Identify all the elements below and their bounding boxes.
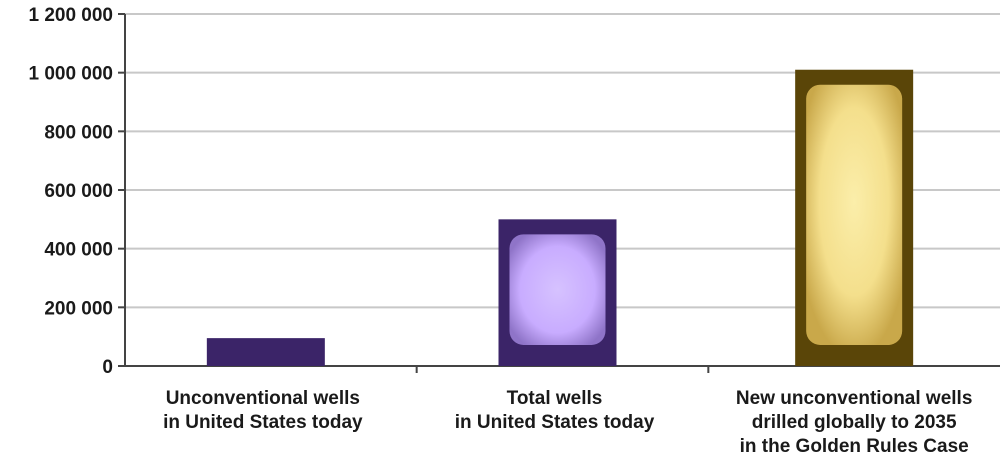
x-category-label-line: New unconventional wells — [736, 388, 973, 409]
bar — [206, 338, 325, 366]
category-labels: Unconventional wells in United States tod… — [163, 388, 972, 457]
y-tick-label: 400 000 — [44, 240, 113, 261]
y-tick-label: 800 000 — [44, 122, 113, 143]
x-category-label: Unconventional wells in United States tod… — [163, 388, 363, 433]
bar — [795, 69, 914, 366]
x-category-label-line: Total wells — [507, 388, 603, 409]
x-category-label-line: Unconventional wells — [166, 388, 360, 409]
x-category-label-line: in the Golden Rules Case — [740, 436, 969, 457]
bar-inner-fill — [806, 84, 903, 345]
bar-frame — [206, 338, 325, 366]
y-tick-label: 1 000 000 — [28, 64, 113, 85]
y-tick-label: 0 — [102, 357, 113, 378]
x-category-label-line: in United States today — [163, 412, 363, 433]
x-category-label: New unconventional wells drilled globally… — [736, 388, 973, 457]
y-tick-label: 200 000 — [44, 298, 113, 319]
y-tick-label: 1 200 000 — [28, 5, 113, 26]
y-tick-labels: 0 200 000 400 000 600 000 800 000 1 000 000 1 … — [28, 5, 113, 378]
bar — [498, 219, 617, 366]
x-category-label-line: drilled globally to 2035 — [752, 412, 957, 433]
bar-inner-fill — [509, 234, 606, 345]
bars — [206, 69, 914, 366]
x-category-label: Total wells in United States today — [455, 388, 655, 433]
y-tick-label: 600 000 — [44, 181, 113, 202]
x-category-label-line: in United States today — [455, 412, 655, 433]
